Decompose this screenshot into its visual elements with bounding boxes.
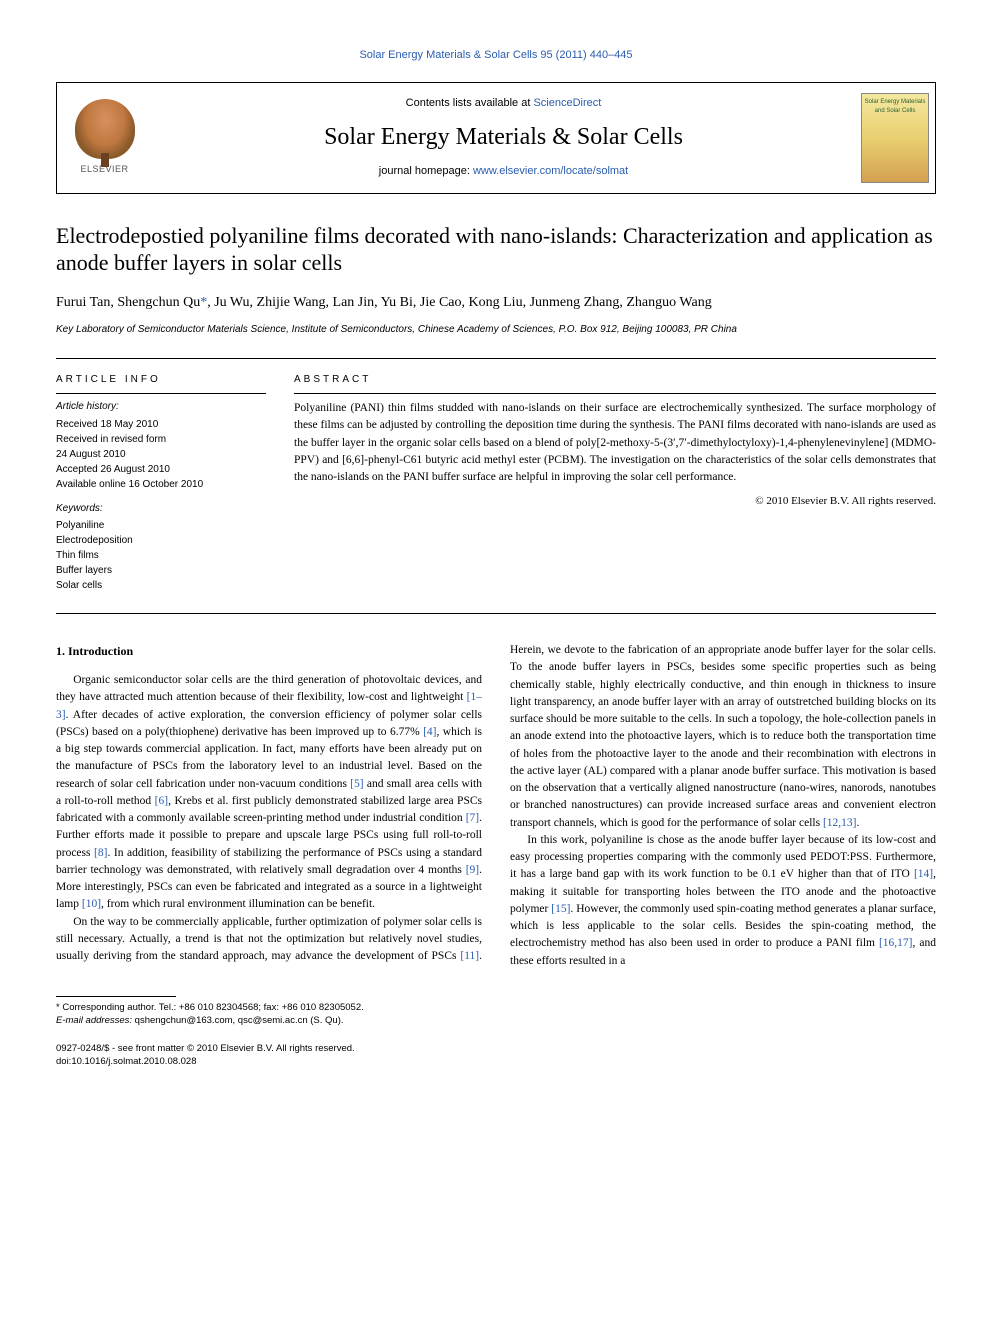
history-item: Received 18 May 2010 <box>56 417 266 432</box>
citation-link[interactable]: [7] <box>466 812 479 824</box>
article-info-column: ARTICLE INFO Article history: Received 1… <box>56 373 266 594</box>
issn-copyright-line: 0927-0248/$ - see front matter © 2010 El… <box>56 1042 936 1055</box>
elsevier-tree-icon <box>75 99 135 159</box>
history-item: Received in revised form <box>56 432 266 447</box>
email-addresses: qshengchun@163.com, qsc@semi.ac.cn (S. Q… <box>132 1015 344 1026</box>
email-label: E-mail addresses: <box>56 1015 132 1026</box>
journal-homepage-line: journal homepage: www.elsevier.com/locat… <box>160 164 847 180</box>
article-info-label: ARTICLE INFO <box>56 373 266 388</box>
author-list: Furui Tan, Shengchun Qu*, Ju Wu, Zhijie … <box>56 293 936 313</box>
history-label: Article history: <box>56 400 266 415</box>
doi-block: 0927-0248/$ - see front matter © 2010 El… <box>56 1042 936 1069</box>
abstract-text: Polyaniline (PANI) thin films studded wi… <box>294 400 936 486</box>
citation-link[interactable]: [16,17] <box>879 937 913 949</box>
citation-link[interactable]: [8] <box>94 847 107 859</box>
journal-header-box: ELSEVIER Contents lists available at Sci… <box>56 82 936 194</box>
email-line: E-mail addresses: qshengchun@163.com, qs… <box>56 1014 476 1027</box>
section-heading-introduction: 1. Introduction <box>56 642 482 660</box>
contents-prefix: Contents lists available at <box>406 97 534 109</box>
keyword-item: Solar cells <box>56 578 266 593</box>
corresponding-asterisk: * <box>200 295 207 310</box>
keyword-item: Thin films <box>56 548 266 563</box>
article-info-rule <box>56 393 266 394</box>
footnotes-rule <box>56 996 176 997</box>
citation-link[interactable]: [15] <box>551 903 570 915</box>
keywords-label: Keywords: <box>56 502 266 517</box>
citation-link[interactable]: [4] <box>423 726 436 738</box>
body-text: . In addition, feasibility of stabilizin… <box>56 847 482 876</box>
author-affiliation: Key Laboratory of Semiconductor Material… <box>56 323 936 338</box>
keyword-item: Polyaniline <box>56 518 266 533</box>
citation-link[interactable]: [11] <box>460 950 479 962</box>
body-text: . After decades of active exploration, t… <box>56 709 482 738</box>
footnotes-block: * Corresponding author. Tel.: +86 010 82… <box>56 990 476 1028</box>
body-text: . However, the commonly used spin-coatin… <box>510 903 936 950</box>
abstract-copyright: © 2010 Elsevier B.V. All rights reserved… <box>294 494 936 510</box>
sciencedirect-link[interactable]: ScienceDirect <box>533 97 601 109</box>
author-names: Furui Tan, Shengchun Qu*, Ju Wu, Zhijie … <box>56 295 712 310</box>
body-text: In this work, polyaniline is chose as th… <box>510 834 936 881</box>
journal-reference-line: Solar Energy Materials & Solar Cells 95 … <box>56 48 936 64</box>
abstract-label: ABSTRACT <box>294 373 936 388</box>
article-body: 1. Introduction Organic semiconductor so… <box>56 642 936 970</box>
contents-available-line: Contents lists available at ScienceDirec… <box>160 96 847 112</box>
citation-link[interactable]: [10] <box>82 898 101 910</box>
journal-name: Solar Energy Materials & Solar Cells <box>160 120 847 155</box>
citation-link[interactable]: [14] <box>914 868 933 880</box>
citation-link[interactable]: [6] <box>155 795 168 807</box>
journal-homepage-link[interactable]: www.elsevier.com/locate/solmat <box>473 165 628 177</box>
body-text: , from which rural environment illuminat… <box>101 898 375 910</box>
body-paragraph: In this work, polyaniline is chose as th… <box>510 832 936 970</box>
journal-cover-cell: Solar Energy Materials and Solar Cells <box>855 83 935 193</box>
history-item: Accepted 26 August 2010 <box>56 462 266 477</box>
keywords-block: Keywords: Polyaniline Electrodeposition … <box>56 502 266 594</box>
info-abstract-row: ARTICLE INFO Article history: Received 1… <box>56 358 936 615</box>
citation-link[interactable]: [5] <box>350 778 363 790</box>
body-text: On the way to be commercially applicable… <box>56 916 482 963</box>
keyword-item: Electrodeposition <box>56 533 266 548</box>
keyword-item: Buffer layers <box>56 563 266 578</box>
body-text: . <box>857 817 860 829</box>
journal-cover-thumbnail: Solar Energy Materials and Solar Cells <box>861 93 929 183</box>
doi-line: doi:10.1016/j.solmat.2010.08.028 <box>56 1055 936 1068</box>
abstract-column: ABSTRACT Polyaniline (PANI) thin films s… <box>294 373 936 594</box>
history-item: 24 August 2010 <box>56 447 266 462</box>
journal-header-center: Contents lists available at ScienceDirec… <box>152 83 855 193</box>
history-item: Available online 16 October 2010 <box>56 477 266 492</box>
citation-link[interactable]: [12,13] <box>823 817 857 829</box>
corresponding-author-note: * Corresponding author. Tel.: +86 010 82… <box>56 1001 476 1014</box>
publisher-logo-cell: ELSEVIER <box>57 83 152 193</box>
homepage-prefix: journal homepage: <box>379 165 473 177</box>
body-paragraph: Organic semiconductor solar cells are th… <box>56 672 482 914</box>
citation-link[interactable]: [9] <box>466 864 479 876</box>
body-text: Organic semiconductor solar cells are th… <box>56 674 482 703</box>
article-title: Electrodepostied polyaniline films decor… <box>56 222 936 277</box>
abstract-rule <box>294 393 936 394</box>
